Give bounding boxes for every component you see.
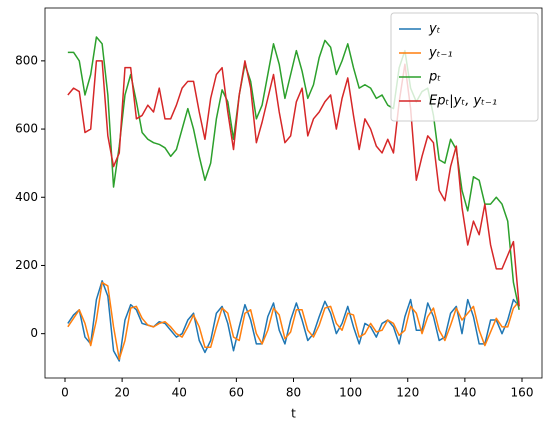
x-axis-label: t [291, 407, 296, 421]
x-tick-label: 60 [229, 386, 244, 400]
series-line [67, 60, 520, 307]
x-tick-label: 140 [453, 386, 476, 400]
x-tick-label: 100 [339, 386, 362, 400]
legend-label: yₜ [428, 22, 441, 37]
x-tick-label: 40 [172, 386, 187, 400]
y-tick-label: 0 [30, 326, 38, 340]
y-tick-label: 800 [15, 53, 38, 67]
legend-label: pₜ [428, 70, 441, 85]
x-tick-label: 0 [61, 386, 69, 400]
y-tick-label: 600 [15, 122, 38, 136]
series-line [67, 36, 520, 310]
legend-box [390, 12, 539, 122]
x-tick-label: 20 [114, 386, 129, 400]
y-tick-label: 200 [15, 258, 38, 272]
plot-frame [44, 7, 543, 379]
legend-label: Epₜ|yₜ, yₜ₋₁ [429, 94, 497, 109]
series-line [67, 281, 520, 360]
x-tick-label: 120 [396, 386, 419, 400]
y-tick-label: 400 [15, 190, 38, 204]
legend-label: yₜ₋₁ [428, 46, 453, 61]
x-tick-label: 160 [511, 386, 534, 400]
x-tick-label: 80 [286, 386, 301, 400]
